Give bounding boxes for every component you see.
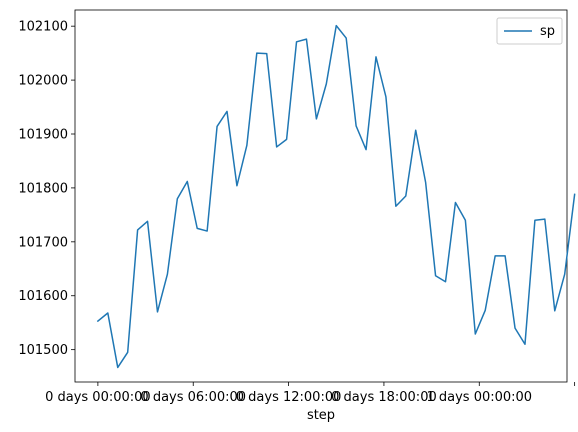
y-tick-label: 101700 bbox=[18, 235, 68, 250]
x-tick-label: 0 days 18:00:00 bbox=[331, 390, 437, 405]
y-tick-label: 101500 bbox=[18, 343, 68, 358]
legend-label-sp: sp bbox=[540, 24, 555, 39]
x-tick-label: 0 days 06:00:00 bbox=[140, 390, 246, 405]
x-tick-label: 0 days 12:00:00 bbox=[236, 390, 342, 405]
y-tick-label: 102100 bbox=[18, 20, 68, 35]
series-layer bbox=[96, 24, 576, 369]
x-axis-title: step bbox=[307, 408, 335, 423]
plot-area bbox=[74, 9, 568, 383]
legend: sp bbox=[496, 17, 563, 45]
plot-frame bbox=[74, 9, 568, 383]
y-tick-label: 101600 bbox=[18, 289, 68, 304]
y-tick-label: 101800 bbox=[18, 181, 68, 196]
y-tick-label: 102000 bbox=[18, 74, 68, 89]
axes-layer: 101500 101600 101700 101800 101900 102000 1021… bbox=[18, 20, 576, 405]
x-tick-label: 0 days 00:00:00 bbox=[45, 390, 151, 405]
y-tick-label: 101900 bbox=[18, 128, 68, 143]
x-tick-label: 1 days 00:00:00 bbox=[426, 390, 532, 405]
